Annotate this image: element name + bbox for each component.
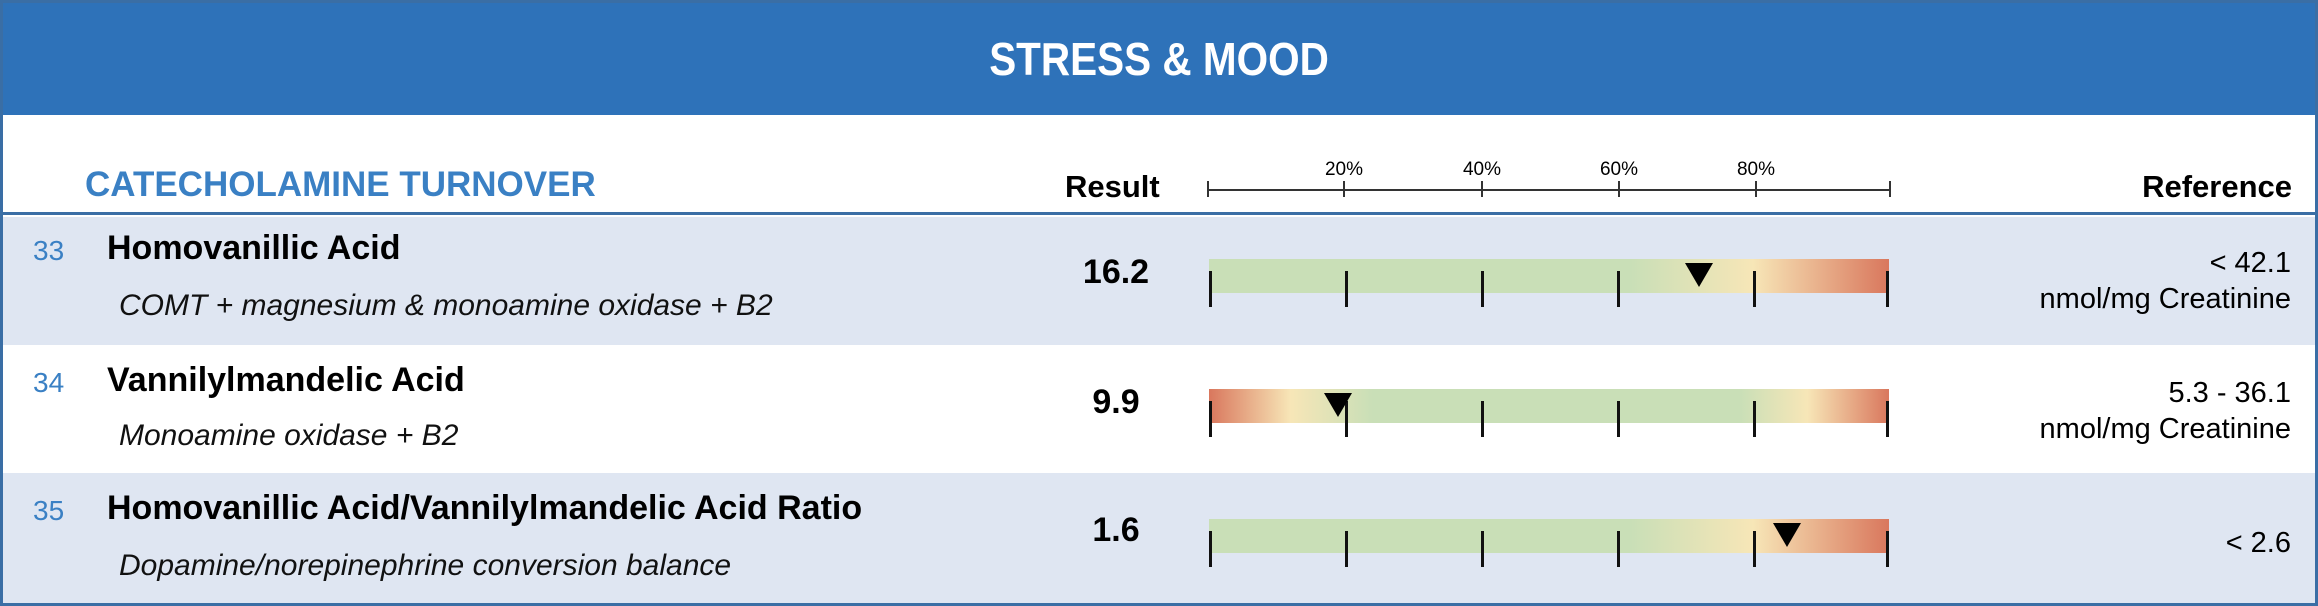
bar-gradient [1209, 259, 1889, 293]
analyte-name: Homovanillic Acid [107, 229, 401, 267]
reference-range: < 2.6 [2226, 525, 2291, 561]
banner-title: STRESS & MOOD [989, 33, 1329, 85]
scale-tick-label: 40% [1462, 159, 1502, 180]
bar-tick [1886, 531, 1889, 567]
scale-tick [1481, 181, 1483, 197]
reference-range: 5.3 - 36.1 nmol/mg Creatinine [2040, 375, 2291, 447]
scale-axis [1207, 189, 1891, 191]
result-row: 33 Homovanillic Acid COMT + magnesium & … [3, 217, 2315, 345]
analyte-name: Vannilylmandelic Acid [107, 361, 465, 399]
bar-tick [1617, 271, 1620, 307]
result-row: 34 Vannilylmandelic Acid Monoamine oxida… [3, 345, 2315, 473]
row-number: 33 [33, 235, 65, 266]
reference-value: 5.3 - 36.1 [2168, 377, 2291, 409]
reference-units: nmol/mg Creatinine [2039, 413, 2291, 445]
analyte-description: Monoamine oxidase + B2 [119, 419, 459, 452]
bar-tick [1753, 531, 1756, 567]
row-number: 34 [33, 367, 65, 398]
scale-tick-label: 20% [1324, 159, 1364, 180]
bar-tick [1886, 401, 1889, 437]
result-marker-icon [1324, 393, 1353, 417]
result-value: 9.9 [1092, 383, 1140, 421]
row-number: 35 [33, 495, 65, 526]
result-bar [1209, 389, 1889, 437]
reference-units: nmol/mg Creatinine [2039, 283, 2291, 315]
analyte-name: Homovanillic Acid/Vannilylmandelic Acid … [107, 489, 863, 527]
reference-column-header: Reference [2142, 169, 2292, 204]
result-bar [1209, 259, 1889, 307]
percentile-scale: 20% 40% 60% 80% [1207, 153, 1891, 203]
analyte-description: COMT + magnesium & monoamine oxidase + B… [119, 289, 773, 322]
bar-tick [1209, 401, 1212, 437]
bar-tick [1209, 271, 1212, 307]
scale-tick-label: 60% [1599, 159, 1639, 180]
bar-gradient [1209, 389, 1889, 423]
bar-tick [1753, 401, 1756, 437]
bar-tick [1481, 401, 1484, 437]
bar-tick [1345, 531, 1348, 567]
reference-value: < 2.6 [2225, 527, 2291, 559]
reference-value: < 42.1 [2209, 247, 2291, 279]
result-column-header: Result [1065, 169, 1160, 204]
scale-tick [1755, 181, 1757, 197]
scale-tick [1889, 181, 1891, 197]
bar-tick [1345, 401, 1348, 437]
result-marker-icon [1773, 523, 1801, 547]
scale-tick [1343, 181, 1345, 197]
result-row: 35 Homovanillic Acid/Vannilylmandelic Ac… [3, 473, 2315, 603]
bar-tick [1209, 531, 1212, 567]
bar-tick [1481, 271, 1484, 307]
bar-tick [1753, 271, 1756, 307]
scale-tick [1618, 181, 1620, 197]
result-bar [1209, 519, 1889, 567]
bar-tick [1886, 271, 1889, 307]
result-marker-icon [1684, 263, 1713, 287]
analyte-description: Dopamine/norepinephrine conversion balan… [119, 549, 732, 582]
section-title: CATECHOLAMINE TURNOVER [85, 165, 596, 204]
reference-range: < 42.1 nmol/mg Creatinine [2040, 245, 2291, 317]
bar-tick [1617, 531, 1620, 567]
bar-tick [1617, 401, 1620, 437]
result-value: 16.2 [1082, 253, 1150, 291]
scale-tick [1207, 181, 1209, 197]
scale-tick-label: 80% [1736, 159, 1776, 180]
bar-tick [1481, 531, 1484, 567]
result-value: 1.6 [1092, 511, 1140, 549]
bar-tick [1345, 271, 1348, 307]
header-divider [3, 212, 2315, 215]
section-banner: STRESS & MOOD [3, 3, 2315, 115]
